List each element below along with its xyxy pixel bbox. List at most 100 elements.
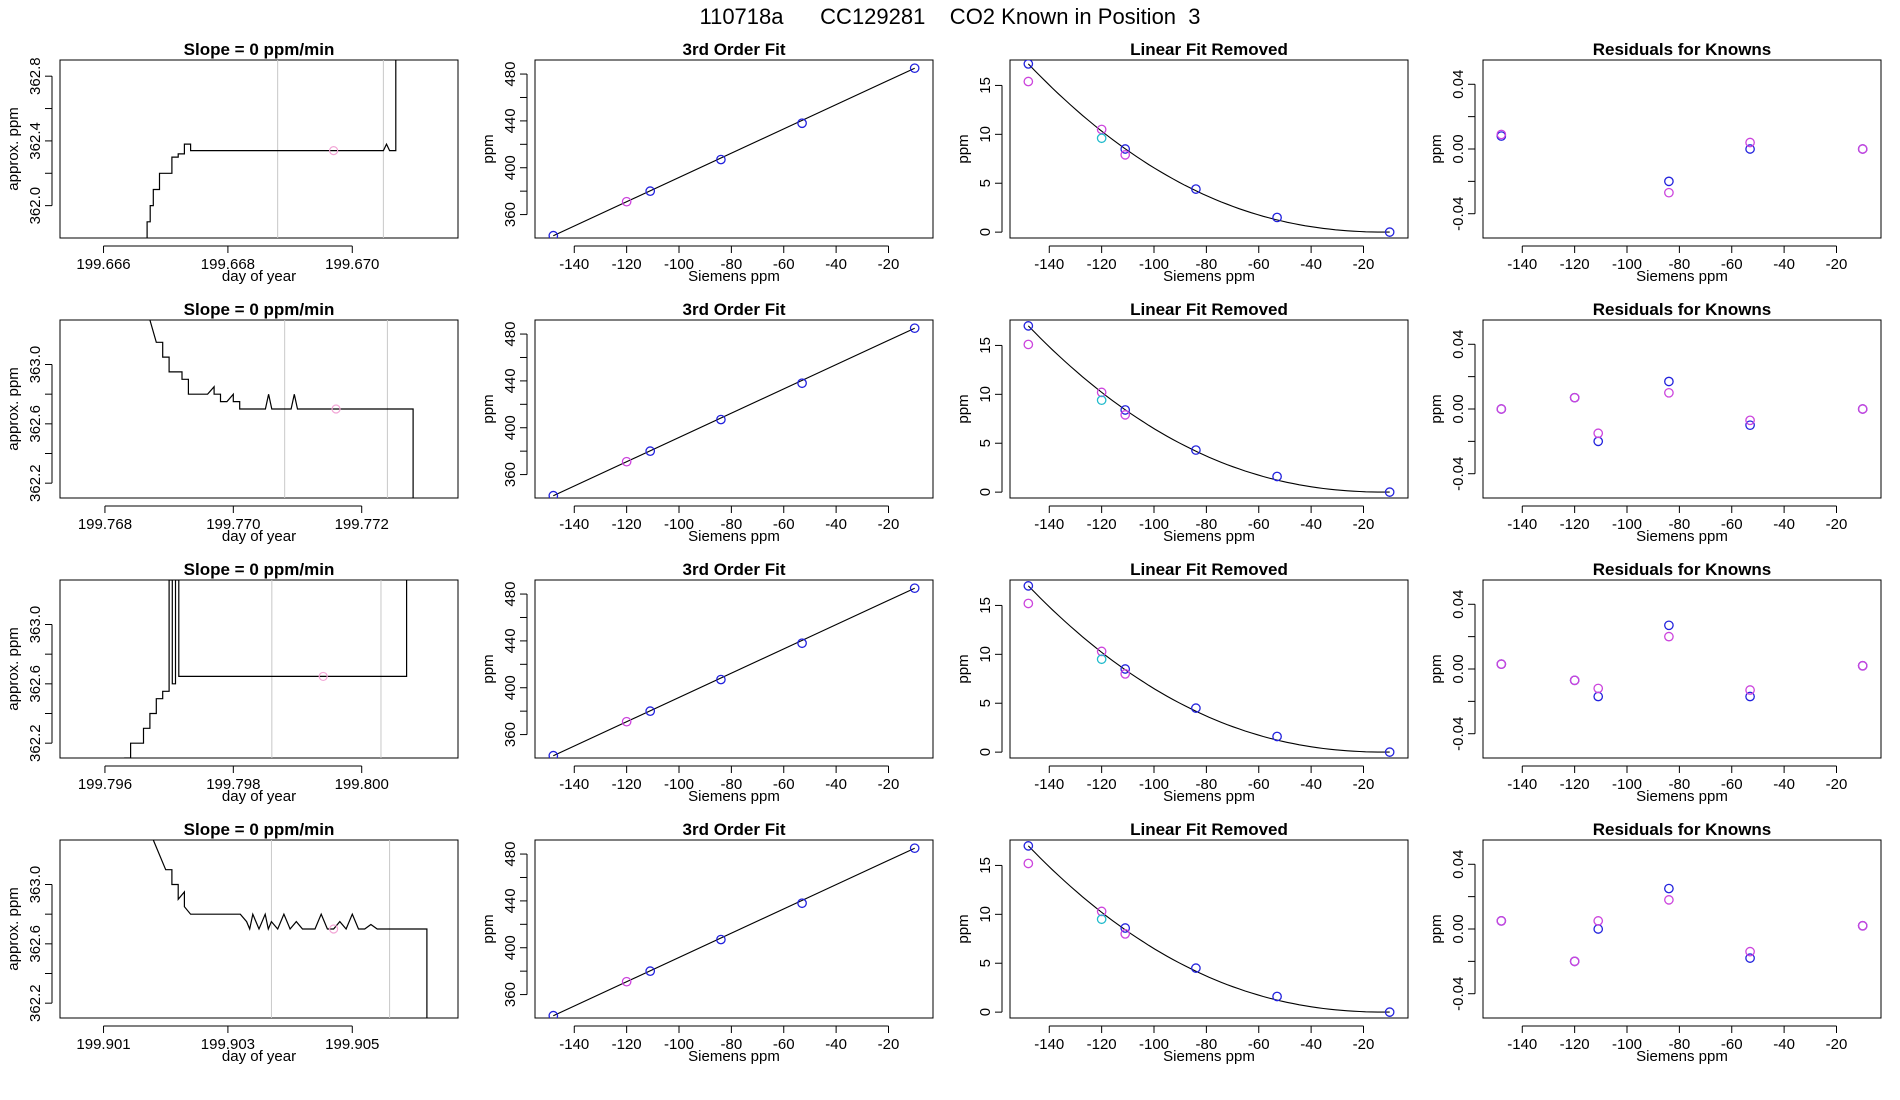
data-point: [797, 118, 807, 129]
x-tick-label: -60: [773, 1036, 795, 1053]
data-point: [548, 230, 559, 238]
plot-frame: [1482, 839, 1882, 1019]
data-point: [1745, 946, 1755, 957]
marker-point: [329, 146, 339, 156]
y-tick-label: 0.04: [1450, 850, 1467, 879]
fit-line: [553, 587, 915, 757]
data-point: [797, 638, 807, 649]
x-tick-label: -120: [1087, 256, 1117, 273]
y-axis-label: ppm: [955, 654, 972, 683]
plot-frame: [1482, 59, 1882, 239]
y-axis-label: approx. ppm: [5, 887, 22, 970]
chart-panel: Linear Fit Removed Siemens ppm ppm -140 -120…: [955, 40, 1409, 285]
data-point: [1096, 906, 1107, 917]
x-tick-label: -140: [1507, 516, 1537, 533]
plot-frame: [1482, 579, 1882, 759]
x-tick-label: -120: [612, 776, 642, 793]
chart-title: Slope = 0 ppm/min: [184, 820, 335, 839]
plot-area: [124, 580, 408, 758]
y-tick-label: 480: [502, 62, 519, 87]
x-tick-label: -140: [559, 256, 589, 273]
y-tick-label: -0.04: [1450, 457, 1467, 491]
marker-point: [329, 924, 339, 934]
data-point: [909, 323, 920, 334]
x-tick-label: -100: [664, 256, 694, 273]
data-point: [1593, 683, 1604, 694]
y-tick-label: 5: [977, 959, 994, 967]
x-tick-label: -20: [1353, 1036, 1375, 1053]
x-tick-label: -80: [721, 1036, 743, 1053]
data-point: [1857, 144, 1868, 154]
data-point: [909, 583, 920, 594]
x-tick-label: -40: [1773, 1036, 1795, 1053]
x-tick-label: -120: [612, 516, 642, 533]
x-tick-label: 199.901: [76, 1036, 130, 1053]
plot-area: [1496, 620, 1868, 702]
x-tick-label: -140: [1507, 776, 1537, 793]
fit-line: [553, 847, 915, 1017]
data-point: [1496, 129, 1507, 140]
x-tick-label: -120: [1560, 256, 1590, 273]
data-point: [1120, 150, 1131, 160]
data-point: [797, 898, 807, 909]
y-tick-label: 0.00: [1450, 914, 1467, 943]
data-point: [1384, 747, 1395, 757]
x-tick-label: 199.796: [78, 776, 132, 793]
x-tick-label: -60: [773, 776, 795, 793]
y-axis-label: ppm: [1428, 134, 1445, 163]
x-tick-label: -80: [1669, 516, 1691, 533]
chart-panel: Slope = 0 ppm/min day of year approx. ppm 1…: [5, 300, 459, 545]
y-tick-label: 440: [502, 368, 519, 393]
trace-line: [146, 60, 397, 238]
y-tick-label: -0.04: [1450, 717, 1467, 751]
plot-frame: [59, 579, 459, 759]
x-axis-label: Siemens ppm: [1636, 1048, 1728, 1065]
plot-frame: [1009, 59, 1409, 239]
x-axis-label: Siemens ppm: [688, 528, 780, 545]
data-point: [1120, 669, 1131, 679]
trace-line: [152, 840, 428, 1018]
chart-title: Residuals for Knowns: [1593, 560, 1772, 579]
x-tick-label: -100: [1612, 1036, 1642, 1053]
x-tick-label: -120: [1560, 1036, 1590, 1053]
y-axis-label: ppm: [480, 654, 497, 683]
x-tick-label: -60: [1248, 516, 1270, 533]
data-point: [1664, 187, 1674, 198]
y-tick-label: 0.04: [1450, 330, 1467, 359]
y-tick-label: 360: [502, 982, 519, 1007]
y-axis-label: ppm: [955, 914, 972, 943]
x-axis-label: day of year: [222, 1048, 296, 1065]
y-tick-label: 15: [977, 857, 994, 874]
data-point: [1664, 387, 1674, 398]
data-point: [1593, 924, 1604, 934]
x-tick-label: -140: [1034, 256, 1064, 273]
data-point: [1120, 405, 1131, 415]
x-axis-label: Siemens ppm: [688, 788, 780, 805]
fit-curve: [1027, 63, 1390, 233]
chart-title: Residuals for Knowns: [1593, 40, 1772, 59]
data-point: [716, 154, 726, 165]
data-point: [1096, 914, 1107, 925]
x-tick-label: -100: [664, 1036, 694, 1053]
x-tick-label: -140: [1034, 1036, 1064, 1053]
chart-title: Slope = 0 ppm/min: [184, 40, 335, 59]
y-tick-label: 5: [977, 179, 994, 187]
x-tick-label: -80: [1669, 776, 1691, 793]
y-tick-label: 362.6: [27, 925, 44, 963]
y-tick-label: 0.00: [1450, 134, 1467, 163]
x-tick-label: 199.798: [206, 776, 260, 793]
y-tick-label: 360: [502, 722, 519, 747]
chart-title: 3rd Order Fit: [683, 560, 786, 579]
plot-area: [1023, 60, 1395, 237]
data-point: [621, 456, 632, 467]
x-tick-label: -40: [1300, 1036, 1322, 1053]
trace-line: [124, 580, 408, 758]
data-point: [1593, 428, 1604, 439]
x-axis-label: Siemens ppm: [1163, 528, 1255, 545]
chart-panel: Linear Fit Removed Siemens ppm ppm -140 -120…: [955, 820, 1409, 1065]
chart-panel: Residuals for Knowns Siemens ppm ppm -140 -1…: [1428, 40, 1882, 285]
y-tick-label: 0.04: [1450, 590, 1467, 619]
y-tick-label: 15: [977, 337, 994, 354]
y-tick-label: 5: [977, 699, 994, 707]
x-tick-label: -140: [1034, 516, 1064, 533]
